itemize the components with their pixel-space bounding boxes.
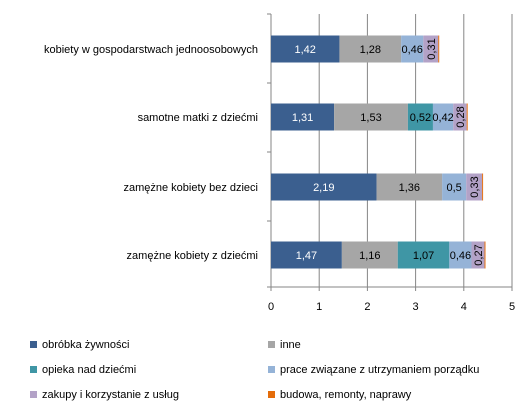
data-label: 1,36: [399, 182, 420, 194]
legend: obróbka żywności inne opieka nad dziećmi pr…: [30, 331, 525, 406]
bar-segment: [339, 35, 402, 63]
bar-segment: [466, 173, 483, 201]
data-label: 0,33: [469, 176, 481, 197]
data-label: 0,31: [426, 38, 438, 59]
bar-segment: [442, 173, 467, 201]
category-label: zamężne kobiety bez dzieci: [123, 182, 258, 194]
x-tick-label: 3: [413, 301, 419, 313]
legend-swatch: [30, 366, 37, 373]
legend-swatch: [268, 341, 275, 348]
bar-segment: [376, 173, 443, 201]
bar-segment: [423, 35, 439, 63]
legend-swatch: [30, 391, 37, 398]
legend-item: obróbka żywności: [30, 339, 129, 351]
legend-swatch: [268, 391, 275, 398]
data-label: 1,31: [292, 112, 313, 124]
bar-segment: [271, 103, 335, 131]
category-label: samotne matki z dziećmi: [138, 112, 258, 124]
legend-swatch: [268, 366, 275, 373]
bar-segment: [397, 241, 450, 269]
legend-label: obróbka żywności: [42, 339, 130, 351]
category-labels: kobiety w gospodarstwach jednoosobowych s…: [44, 44, 258, 262]
category-label: zamężne kobiety z dziećmi: [127, 250, 258, 262]
bar-segment: [466, 103, 468, 131]
bar-segment: [334, 103, 408, 131]
data-label: 0,42: [432, 112, 453, 124]
bar-segment: [432, 103, 454, 131]
bar-segment: [407, 103, 433, 131]
data-label: 2,19: [313, 182, 334, 194]
data-label: 0,27: [473, 244, 485, 265]
category-label: kobiety w gospodarstwach jednoosobowych: [44, 44, 258, 56]
legend-item: budowa, remonty, naprawy: [268, 389, 411, 401]
legend-swatch: [30, 341, 37, 348]
x-tick-label: 0: [268, 301, 274, 313]
x-tick-label: 2: [364, 301, 370, 313]
data-label: 1,28: [360, 44, 381, 56]
data-label: 1,47: [296, 250, 317, 262]
data-label: 0,46: [450, 250, 471, 262]
legend-item: zakupy i korzystanie z usług: [30, 389, 179, 401]
x-tick-label: 4: [461, 301, 467, 313]
bar-segment: [438, 35, 440, 63]
bar-segment: [271, 35, 340, 63]
data-label: 1,16: [359, 250, 380, 262]
bar-segment: [471, 241, 485, 269]
data-label: 1,53: [360, 112, 381, 124]
legend-label: zakupy i korzystanie z usług: [42, 389, 179, 401]
x-tick-label: 5: [509, 301, 515, 313]
bar-segment: [271, 173, 377, 201]
legend-item: prace związane z utrzymaniem porządku: [268, 364, 479, 376]
data-label: 1,42: [295, 44, 316, 56]
data-labels: 1,42 1,28 0,46 0,311,31 1,53 0,52 0,42 0,282,19…: [292, 38, 485, 265]
legend-label: opieka nad dziećmi: [42, 364, 137, 376]
bars: [271, 35, 486, 269]
data-label: 1,07: [413, 250, 434, 262]
bar-segment: [484, 241, 486, 269]
bar-segment: [449, 241, 472, 269]
data-label: 0,52: [410, 112, 431, 124]
bar-segment: [453, 103, 467, 131]
x-tick-label: 1: [316, 301, 322, 313]
legend-item: opieka nad dziećmi: [30, 364, 136, 376]
legend-item: inne: [268, 339, 301, 351]
x-axis-ticks: 0 1 2 3 4 5: [267, 13, 515, 313]
stacked-bar-chart: 1,42 1,28 0,46 0,311,31 1,53 0,52 0,42 0,282,19…: [44, 13, 515, 313]
bar-segment: [401, 35, 424, 63]
data-label: 0,46: [402, 44, 423, 56]
bar-segment: [341, 241, 398, 269]
data-label: 0,5: [447, 182, 462, 194]
bar-segment: [271, 241, 342, 269]
data-label: 0,28: [455, 106, 467, 127]
legend-label: budowa, remonty, naprawy: [280, 389, 412, 401]
legend-label: inne: [280, 339, 301, 351]
legend-label: prace związane z utrzymaniem porządku: [280, 364, 480, 376]
bar-segment: [482, 173, 484, 201]
